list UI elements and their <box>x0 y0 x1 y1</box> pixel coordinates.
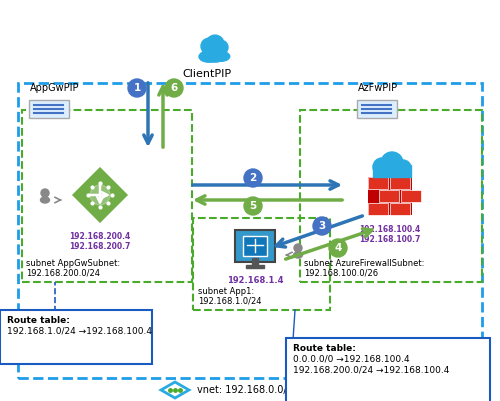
Circle shape <box>373 158 391 176</box>
Circle shape <box>206 35 224 53</box>
Circle shape <box>313 217 331 235</box>
Bar <box>246 265 264 268</box>
FancyBboxPatch shape <box>0 310 152 364</box>
Circle shape <box>329 239 347 257</box>
FancyBboxPatch shape <box>235 230 275 262</box>
Text: 6: 6 <box>170 83 177 93</box>
Text: 192.168.100.4
192.168.100.7: 192.168.100.4 192.168.100.7 <box>360 225 420 244</box>
FancyBboxPatch shape <box>368 177 388 189</box>
Text: 0.0.0.0/0 →192.168.100.4
192.168.200.0/24 →192.168.100.4: 0.0.0.0/0 →192.168.100.4 192.168.200.0/2… <box>293 355 450 375</box>
Ellipse shape <box>294 252 302 258</box>
FancyBboxPatch shape <box>390 177 410 189</box>
FancyBboxPatch shape <box>357 100 397 118</box>
Text: 192.168.1.0/24 →192.168.100.4: 192.168.1.0/24 →192.168.100.4 <box>7 327 152 336</box>
FancyBboxPatch shape <box>401 190 421 202</box>
Circle shape <box>41 189 49 197</box>
Text: 192.168.200.4
192.168.200.7: 192.168.200.4 192.168.200.7 <box>70 232 130 251</box>
FancyBboxPatch shape <box>390 203 410 215</box>
Bar <box>373 165 411 177</box>
Ellipse shape <box>199 51 219 62</box>
Bar <box>22 110 192 282</box>
Text: AppGwPIP: AppGwPIP <box>30 83 80 93</box>
Circle shape <box>165 79 183 97</box>
Bar <box>252 258 258 266</box>
Text: 3: 3 <box>318 221 326 231</box>
Circle shape <box>381 152 403 174</box>
Text: subnet AzureFirewallSubnet:
192.168.100.0/26: subnet AzureFirewallSubnet: 192.168.100.… <box>304 259 424 278</box>
FancyBboxPatch shape <box>243 236 267 256</box>
FancyBboxPatch shape <box>286 338 490 401</box>
Circle shape <box>128 79 146 97</box>
Text: subnet AppGwSubnet:
192.168.200.0/24: subnet AppGwSubnet: 192.168.200.0/24 <box>26 259 120 278</box>
Circle shape <box>201 38 217 54</box>
Text: Route table:: Route table: <box>7 316 70 325</box>
Bar <box>193 218 330 310</box>
Text: vnet: 192.168.0.0/16: vnet: 192.168.0.0/16 <box>197 385 299 395</box>
Polygon shape <box>70 165 130 225</box>
Text: subnet App1:
192.168.1.0/24: subnet App1: 192.168.1.0/24 <box>198 287 262 306</box>
Circle shape <box>214 40 228 54</box>
Text: AzFwPIP: AzFwPIP <box>358 83 398 93</box>
Circle shape <box>244 169 262 187</box>
Ellipse shape <box>212 51 230 61</box>
Text: Route table:: Route table: <box>293 344 356 353</box>
Text: 2: 2 <box>250 173 256 183</box>
Bar <box>368 177 412 215</box>
Bar <box>18 83 482 378</box>
Ellipse shape <box>204 49 226 62</box>
FancyBboxPatch shape <box>379 190 399 202</box>
Circle shape <box>294 244 302 252</box>
Circle shape <box>244 197 262 215</box>
Text: 4: 4 <box>334 243 342 253</box>
Text: 5: 5 <box>250 201 256 211</box>
Circle shape <box>90 185 110 205</box>
FancyBboxPatch shape <box>29 100 69 118</box>
Text: 1: 1 <box>134 83 140 93</box>
Circle shape <box>395 160 411 176</box>
FancyBboxPatch shape <box>368 203 388 215</box>
Ellipse shape <box>40 197 50 203</box>
Text: ClientPIP: ClientPIP <box>182 69 232 79</box>
Bar <box>300 110 482 282</box>
Text: 192.168.1.4: 192.168.1.4 <box>227 276 283 285</box>
